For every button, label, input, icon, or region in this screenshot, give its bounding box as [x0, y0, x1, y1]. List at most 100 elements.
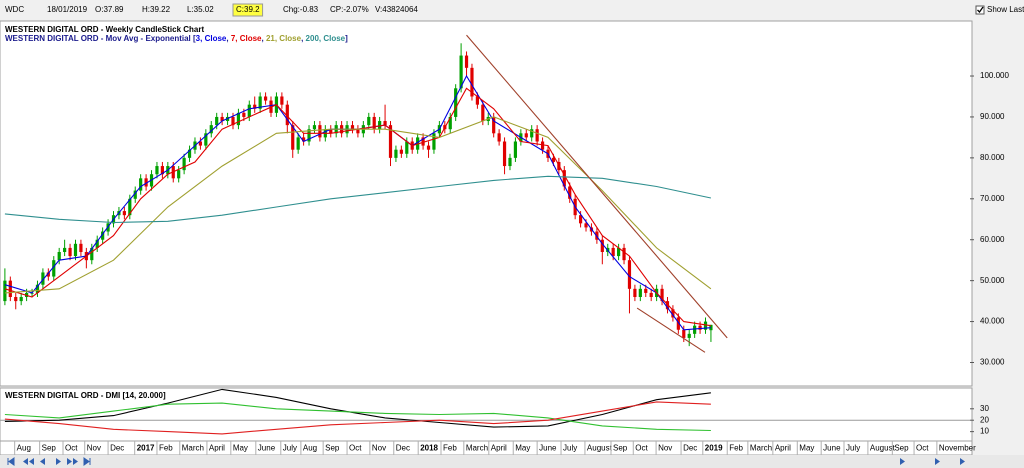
x-tick-label: March [182, 444, 204, 453]
main-panel [0, 20, 973, 387]
candle-body [122, 211, 126, 216]
candle-body [600, 239, 604, 252]
candle-body [568, 186, 572, 199]
candle-body [508, 157, 512, 167]
x-tick-label: Nov [87, 444, 101, 453]
chart-title: WESTERN DIGITAL ORD - Weekly CandleStick… [5, 25, 204, 34]
candle-body [46, 272, 50, 277]
x-tick-label: November [939, 444, 976, 453]
x-tick-label: August [870, 444, 896, 453]
candle-body [530, 129, 534, 138]
highlight-box [232, 3, 264, 17]
candle-body [3, 280, 7, 302]
legend-part: , [262, 34, 266, 43]
legend-part: 200, Close [306, 34, 346, 43]
candle-body [41, 272, 45, 285]
candle-body [535, 129, 539, 142]
candle-body [236, 112, 241, 126]
y-tick-label: 60.000 [980, 235, 1005, 244]
x-tick-label: June [539, 444, 557, 453]
show-last-checkbox[interactable] [975, 5, 985, 15]
candle-body [687, 333, 691, 338]
x-tick-label: 2018 [420, 444, 438, 453]
dmi-line [4, 401, 711, 435]
candle-body [454, 88, 458, 117]
x-tick-label: Oct [65, 444, 78, 453]
dmi-line [4, 402, 711, 432]
x-tick-label: Feb [159, 444, 173, 453]
candle-body [258, 96, 262, 109]
candle-body [524, 133, 528, 138]
x-tick-label: Nov [372, 444, 386, 453]
x-tick-label: April [775, 444, 791, 453]
candle-body [73, 243, 78, 257]
candle-body [35, 284, 40, 293]
candle-body [551, 157, 556, 162]
candle-body [578, 215, 583, 224]
candle-body [101, 231, 105, 240]
toolbar-field: CP:-2.07% [330, 5, 369, 14]
candle-body [665, 301, 670, 310]
checkmark [977, 6, 984, 14]
candle-body [502, 141, 507, 167]
candle-body [329, 129, 333, 134]
x-tick-label: May [515, 444, 530, 453]
x-tick-label: 2017 [137, 444, 155, 453]
x-tick-label: July [563, 444, 577, 453]
candle-body [372, 116, 376, 130]
candle-body [263, 96, 268, 101]
candle-body [231, 116, 235, 126]
x-tick-label: Feb [443, 444, 457, 453]
candle-body [79, 243, 83, 252]
x-tick-label: July [846, 444, 860, 453]
toolbar-field: Chg:-0.83 [283, 5, 319, 14]
candle-body [394, 149, 398, 158]
candle-body [627, 260, 632, 289]
toolbar-field: L:35.02 [187, 5, 214, 14]
x-tick-label: 2019 [705, 444, 723, 453]
y-tick-label: 40.000 [980, 317, 1005, 326]
y-tick-label: 30.000 [980, 358, 1005, 367]
candle-body [405, 141, 409, 154]
x-tick-label: Aug [17, 444, 31, 453]
candle-body [14, 297, 18, 302]
moving-average-line [4, 175, 712, 224]
x-tick-label: June [258, 444, 276, 453]
legend-part: , [226, 34, 230, 43]
legend-part: WESTERN DIGITAL ORD - Mov Avg - Exponent… [5, 34, 196, 43]
candle-body [215, 116, 219, 126]
x-tick-label: April [209, 444, 225, 453]
y-tick-label: 30 [980, 404, 989, 413]
symbol: WDC [5, 5, 24, 14]
y-tick-label: 10 [980, 427, 989, 436]
y-tick-label: 100.000 [980, 71, 1009, 80]
legend-part: ] [345, 34, 348, 43]
candle-body [177, 170, 181, 179]
candle-body [633, 288, 637, 298]
legend-part: 21, Close [266, 34, 302, 43]
candle-body [247, 104, 251, 117]
candle-body [57, 251, 61, 261]
candle-body [562, 170, 566, 187]
nav-buttons[interactable] [7, 457, 965, 466]
candle-body [492, 116, 496, 134]
candle-body [611, 247, 615, 257]
x-tick-label: August [587, 444, 613, 453]
dmi-title: WESTERN DIGITAL ORD - DMI [14, 20.000] [5, 391, 166, 400]
candle-body [187, 149, 192, 158]
candle-body [356, 129, 360, 134]
candle-body [155, 166, 159, 175]
candle-body [95, 239, 99, 248]
x-tick-label: Nov [658, 444, 672, 453]
y-tick-label: 80.000 [980, 153, 1005, 162]
x-tick-label: May [233, 444, 248, 453]
x-tick-label: Dec [110, 444, 124, 453]
candle-body [432, 133, 436, 150]
x-tick-label: April [491, 444, 507, 453]
candle-body [291, 125, 295, 150]
candle-body [182, 157, 186, 171]
x-tick-label: March [466, 444, 488, 453]
trendline [466, 34, 728, 339]
candle-body [307, 129, 311, 142]
